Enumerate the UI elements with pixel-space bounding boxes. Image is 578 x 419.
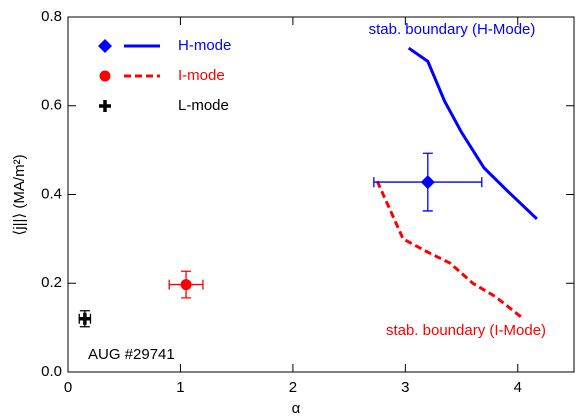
x-tick-label: 0 [64,379,72,396]
legend-marker [98,39,112,53]
legend-marker [99,70,111,82]
marker [78,312,91,325]
y-tick-label: 0.8 [41,8,62,25]
legend-marker [99,100,111,112]
legend-label: H-mode [178,37,231,54]
x-tick-label: 2 [289,379,297,396]
y-tick-label: 0.2 [41,274,62,291]
annotation: stab. boundary (H-Mode) [369,21,536,38]
marker [420,175,435,190]
x-axis-label: α [292,400,301,417]
x-tick-label: 4 [514,379,522,396]
y-tick-label: 0.0 [41,363,62,380]
y-axis-label: ⟨j||⟩ (MA/m²) [11,154,28,235]
y-tick-label: 0.6 [41,97,62,114]
legend-label: I-mode [178,67,225,84]
annotation: AUG #29741 [88,346,175,363]
plot-frame [67,16,575,373]
x-tick-label: 3 [401,379,409,396]
legend-label: L-mode [178,97,229,114]
marker [180,279,192,291]
annotation: stab. boundary (I-Mode) [386,322,546,339]
stability-boundary [407,46,538,220]
y-tick-label: 0.4 [41,185,62,202]
stability-boundary [375,180,525,320]
x-tick-label: 1 [176,379,184,396]
